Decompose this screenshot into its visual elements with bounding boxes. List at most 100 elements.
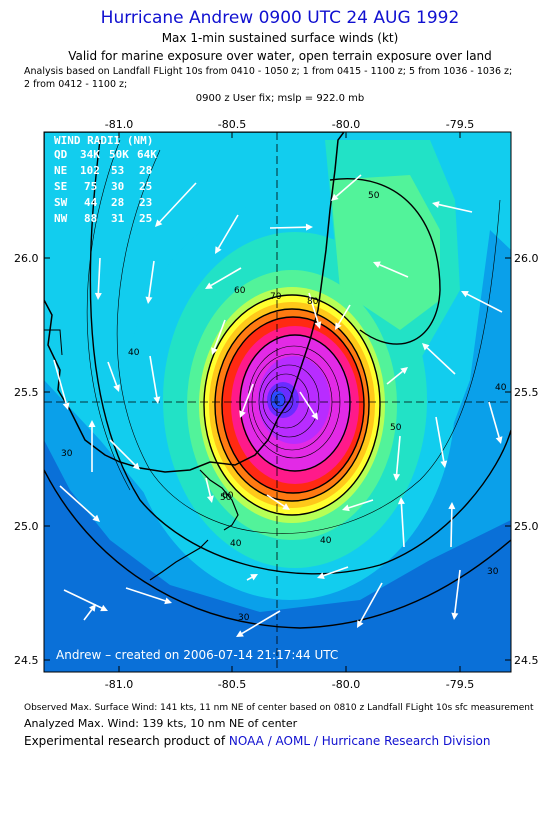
wind-radii-row-se: SE 75 30 25: [54, 180, 152, 193]
wind-arrow: [438, 203, 473, 213]
florida-keys-lower: [149, 539, 209, 581]
wind-arrow: [210, 267, 242, 287]
wind-arrow: [53, 359, 67, 404]
wind-radii-row-nw: NW 88 31 25: [54, 212, 152, 225]
lon-tick-label: -80.0: [332, 118, 360, 131]
wind-arrow-head: [164, 597, 172, 605]
wind-arrow: [400, 503, 405, 548]
wind-arrow-head: [89, 604, 96, 612]
wind-arrows: [53, 174, 503, 637]
wind-arrow-head: [94, 292, 102, 300]
contour-label: 30: [487, 567, 499, 577]
wind-arrow: [435, 416, 445, 462]
wind-arrow-head: [88, 420, 96, 427]
wind-radii-row-ne: NE 102 53 28: [54, 164, 152, 177]
subtitle-exposure: Valid for marine exposure over water, op…: [68, 49, 492, 63]
wind-arrow: [109, 439, 136, 466]
wind-arrow-head: [215, 246, 222, 254]
contour-labels: 30 30 30 40 40 40 40 50 50 50 60 60 70 8…: [61, 191, 507, 623]
wind-arrow: [386, 370, 404, 385]
wind-arrow-head: [357, 620, 364, 628]
wind-arrow-head: [155, 219, 163, 227]
wind-arrow: [125, 587, 166, 602]
lat-tick-label: 24.5: [14, 654, 39, 667]
wind-arrow-head: [100, 604, 108, 612]
wind-arrow: [149, 355, 158, 398]
wind-arrow: [450, 508, 453, 548]
wind-arrow-head: [440, 460, 448, 468]
wind-arrow: [205, 477, 212, 497]
wind-arrow-head: [317, 572, 325, 579]
wind-arrow: [359, 582, 383, 623]
contour-label: 40: [495, 383, 507, 393]
observed-max-wind: Observed Max. Surface Wind: 141 kts, 11 …: [24, 703, 534, 713]
wind-arrow: [241, 610, 281, 635]
wind-radii-table: WIND RADII (NM) QD 34K 50K 64K NE 102 53 28 SE…: [54, 134, 157, 225]
subtitle-winds: Max 1-min sustained surface winds (kt): [161, 31, 399, 45]
wind-arrow: [97, 257, 101, 294]
wind-arrow: [159, 182, 197, 223]
wind-arrow-head: [153, 396, 161, 404]
wind-arrow: [269, 226, 307, 229]
florida-keys-upper: [199, 469, 239, 531]
wind-arrow-head: [206, 495, 214, 503]
contour-label: 40: [128, 348, 140, 358]
contour-label: 50: [368, 191, 380, 201]
wind-arrow: [241, 383, 254, 412]
wind-arrow-head: [342, 504, 350, 512]
wind-arrow-head: [422, 343, 430, 351]
wind-arrow: [488, 401, 500, 438]
plot-frame: [43, 131, 512, 673]
wind-arrow-head: [311, 412, 318, 420]
wind-arrow-head: [92, 514, 100, 522]
analyzed-max-wind: Analyzed Max. Wind: 139 kts, 10 nm NE of…: [24, 717, 298, 730]
eye-center: [271, 391, 285, 409]
center-fix: 0900 z User fix; mslp = 922.0 mb: [195, 93, 365, 104]
wind-arrow: [148, 260, 155, 298]
wind-arrow-head: [239, 410, 246, 418]
wind-arrow-head: [305, 223, 313, 231]
wind-arrow-head: [373, 261, 381, 268]
wind-arrow: [395, 435, 401, 475]
wind-arrow-head: [397, 497, 405, 505]
lat-tick-label: 25.5: [514, 386, 539, 399]
wind-arrow-head: [250, 574, 258, 581]
wind-arrow-head: [393, 473, 401, 481]
contour-label: 40: [320, 536, 332, 546]
lon-tick-label: -80.0: [332, 678, 360, 691]
lat-tick-label: 26.0: [514, 252, 539, 265]
latitude-labels: 26.0 25.5 25.0 24.5 26.0 25.5 25.0 24.5: [14, 252, 539, 667]
analysis-line-1: Analysis based on Landfall FLight 10s fr…: [24, 66, 513, 77]
wind-arrow-head: [132, 462, 140, 470]
wind-arrow: [59, 485, 96, 518]
wind-arrow-head: [331, 193, 339, 201]
wind-arrow-head: [400, 367, 408, 375]
credit-prefix: Experimental research product of: [24, 734, 229, 748]
wind-arrow-head: [145, 296, 153, 304]
lon-tick-label: -81.0: [105, 678, 133, 691]
wind-arrow-head: [461, 291, 469, 298]
tick-marks: [44, 132, 511, 672]
wind-arrow: [308, 292, 319, 323]
contour-label: 40: [230, 539, 242, 549]
wind-arrow: [379, 264, 409, 278]
wind-arrow-head: [495, 436, 503, 444]
wind-arrow: [299, 391, 315, 415]
wind-arrow-head: [314, 321, 322, 329]
wind-arrow: [335, 174, 362, 198]
contour-label: 30: [238, 613, 250, 623]
contour-label: 70: [270, 292, 282, 302]
noaa-link[interactable]: NOAA / AOML / Hurricane Research Divisio…: [228, 734, 491, 748]
wind-arrow-head: [451, 612, 459, 620]
wind-arrow: [217, 214, 239, 249]
lon-tick-label: -80.5: [218, 678, 246, 691]
zone-60kt-ne: [330, 175, 440, 330]
wind-arrow: [348, 499, 374, 509]
analysis-line-2: 2 from 0412 - 1100 z;: [24, 79, 128, 90]
lat-tick-label: 24.5: [514, 654, 539, 667]
zone-20kt: [44, 440, 511, 672]
wind-radii-row-sw: SW 44 28 23: [54, 196, 152, 209]
wind-arrow-head: [113, 384, 120, 392]
longitude-labels: -81.0 -80.5 -80.0 -79.5 -81.0 -80.5 -80.…: [105, 118, 474, 691]
wind-arrow-head: [432, 201, 440, 208]
